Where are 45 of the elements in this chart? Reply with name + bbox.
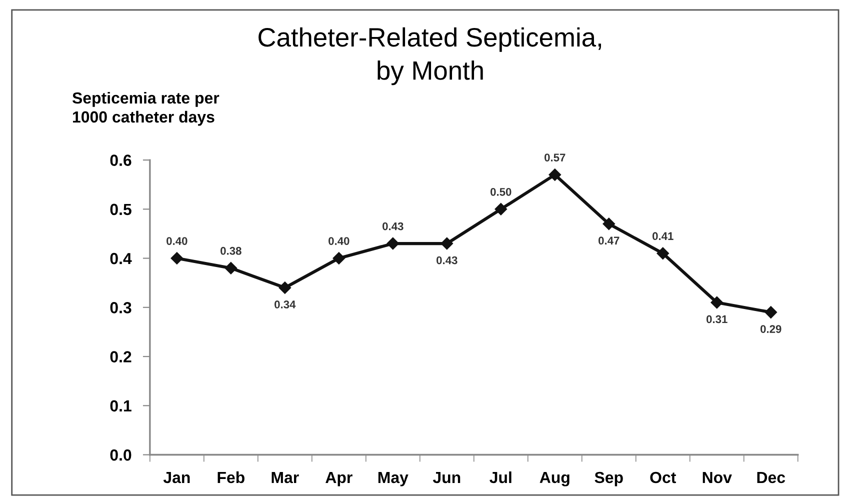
point (602, 218, 615, 230)
x-tick-label: May (378, 472, 408, 486)
x-tick-label: Jan (163, 472, 190, 484)
x-tick-label: Sep (594, 472, 623, 486)
data-label: 0.29 (760, 325, 782, 333)
data-label: 0.50 (490, 188, 512, 196)
x-tick-label: Nov (702, 472, 732, 484)
data-label: 0.47 (598, 236, 620, 245)
x-tick-label: Apr (326, 472, 352, 486)
point (440, 237, 453, 250)
y-tick-label: 0.5 (110, 204, 132, 216)
point (764, 306, 777, 318)
data-label: 0.38 (220, 246, 242, 255)
point (332, 252, 345, 264)
data-label: 0.40 (328, 237, 350, 245)
x-tick-label: Aug (540, 472, 570, 486)
point (278, 282, 292, 294)
x-tick-label: Mar (272, 472, 299, 484)
point (224, 262, 238, 274)
point (494, 203, 507, 216)
x-tick-label: Jun (432, 472, 460, 484)
chart-title: Catheter-Related Septicemia, by Month (258, 27, 601, 86)
data-label: 0.40 (166, 237, 188, 245)
y-tick-label: 0.1 (110, 400, 132, 412)
point (656, 247, 669, 260)
data-label: 0.34 (274, 300, 296, 308)
y-tick-label: 0.4 (110, 252, 132, 264)
x-tick-label: Oct (650, 472, 676, 484)
x-tick-label: Jul (490, 471, 512, 484)
x-tick-label: Dec (757, 472, 786, 484)
point (386, 237, 399, 250)
y-axis-title: Septicemia rate per 1000 catheter days (72, 92, 220, 126)
data-label: 0.43 (382, 222, 404, 230)
data-label: 0.43 (436, 256, 458, 264)
y-tick-label: 0.2 (110, 351, 132, 362)
point (170, 252, 184, 264)
y-tick-label: 0.3 (110, 302, 132, 314)
data-label: 0.31 (706, 315, 728, 324)
y-tick-label: 0.0 (110, 449, 132, 461)
x-tick-label: Feb (218, 471, 244, 484)
point (548, 168, 561, 181)
data-label: 0.41 (652, 232, 674, 240)
y-tick-label: 0.6 (110, 154, 132, 166)
data-label: 0.57 (544, 154, 566, 162)
point (710, 296, 723, 309)
